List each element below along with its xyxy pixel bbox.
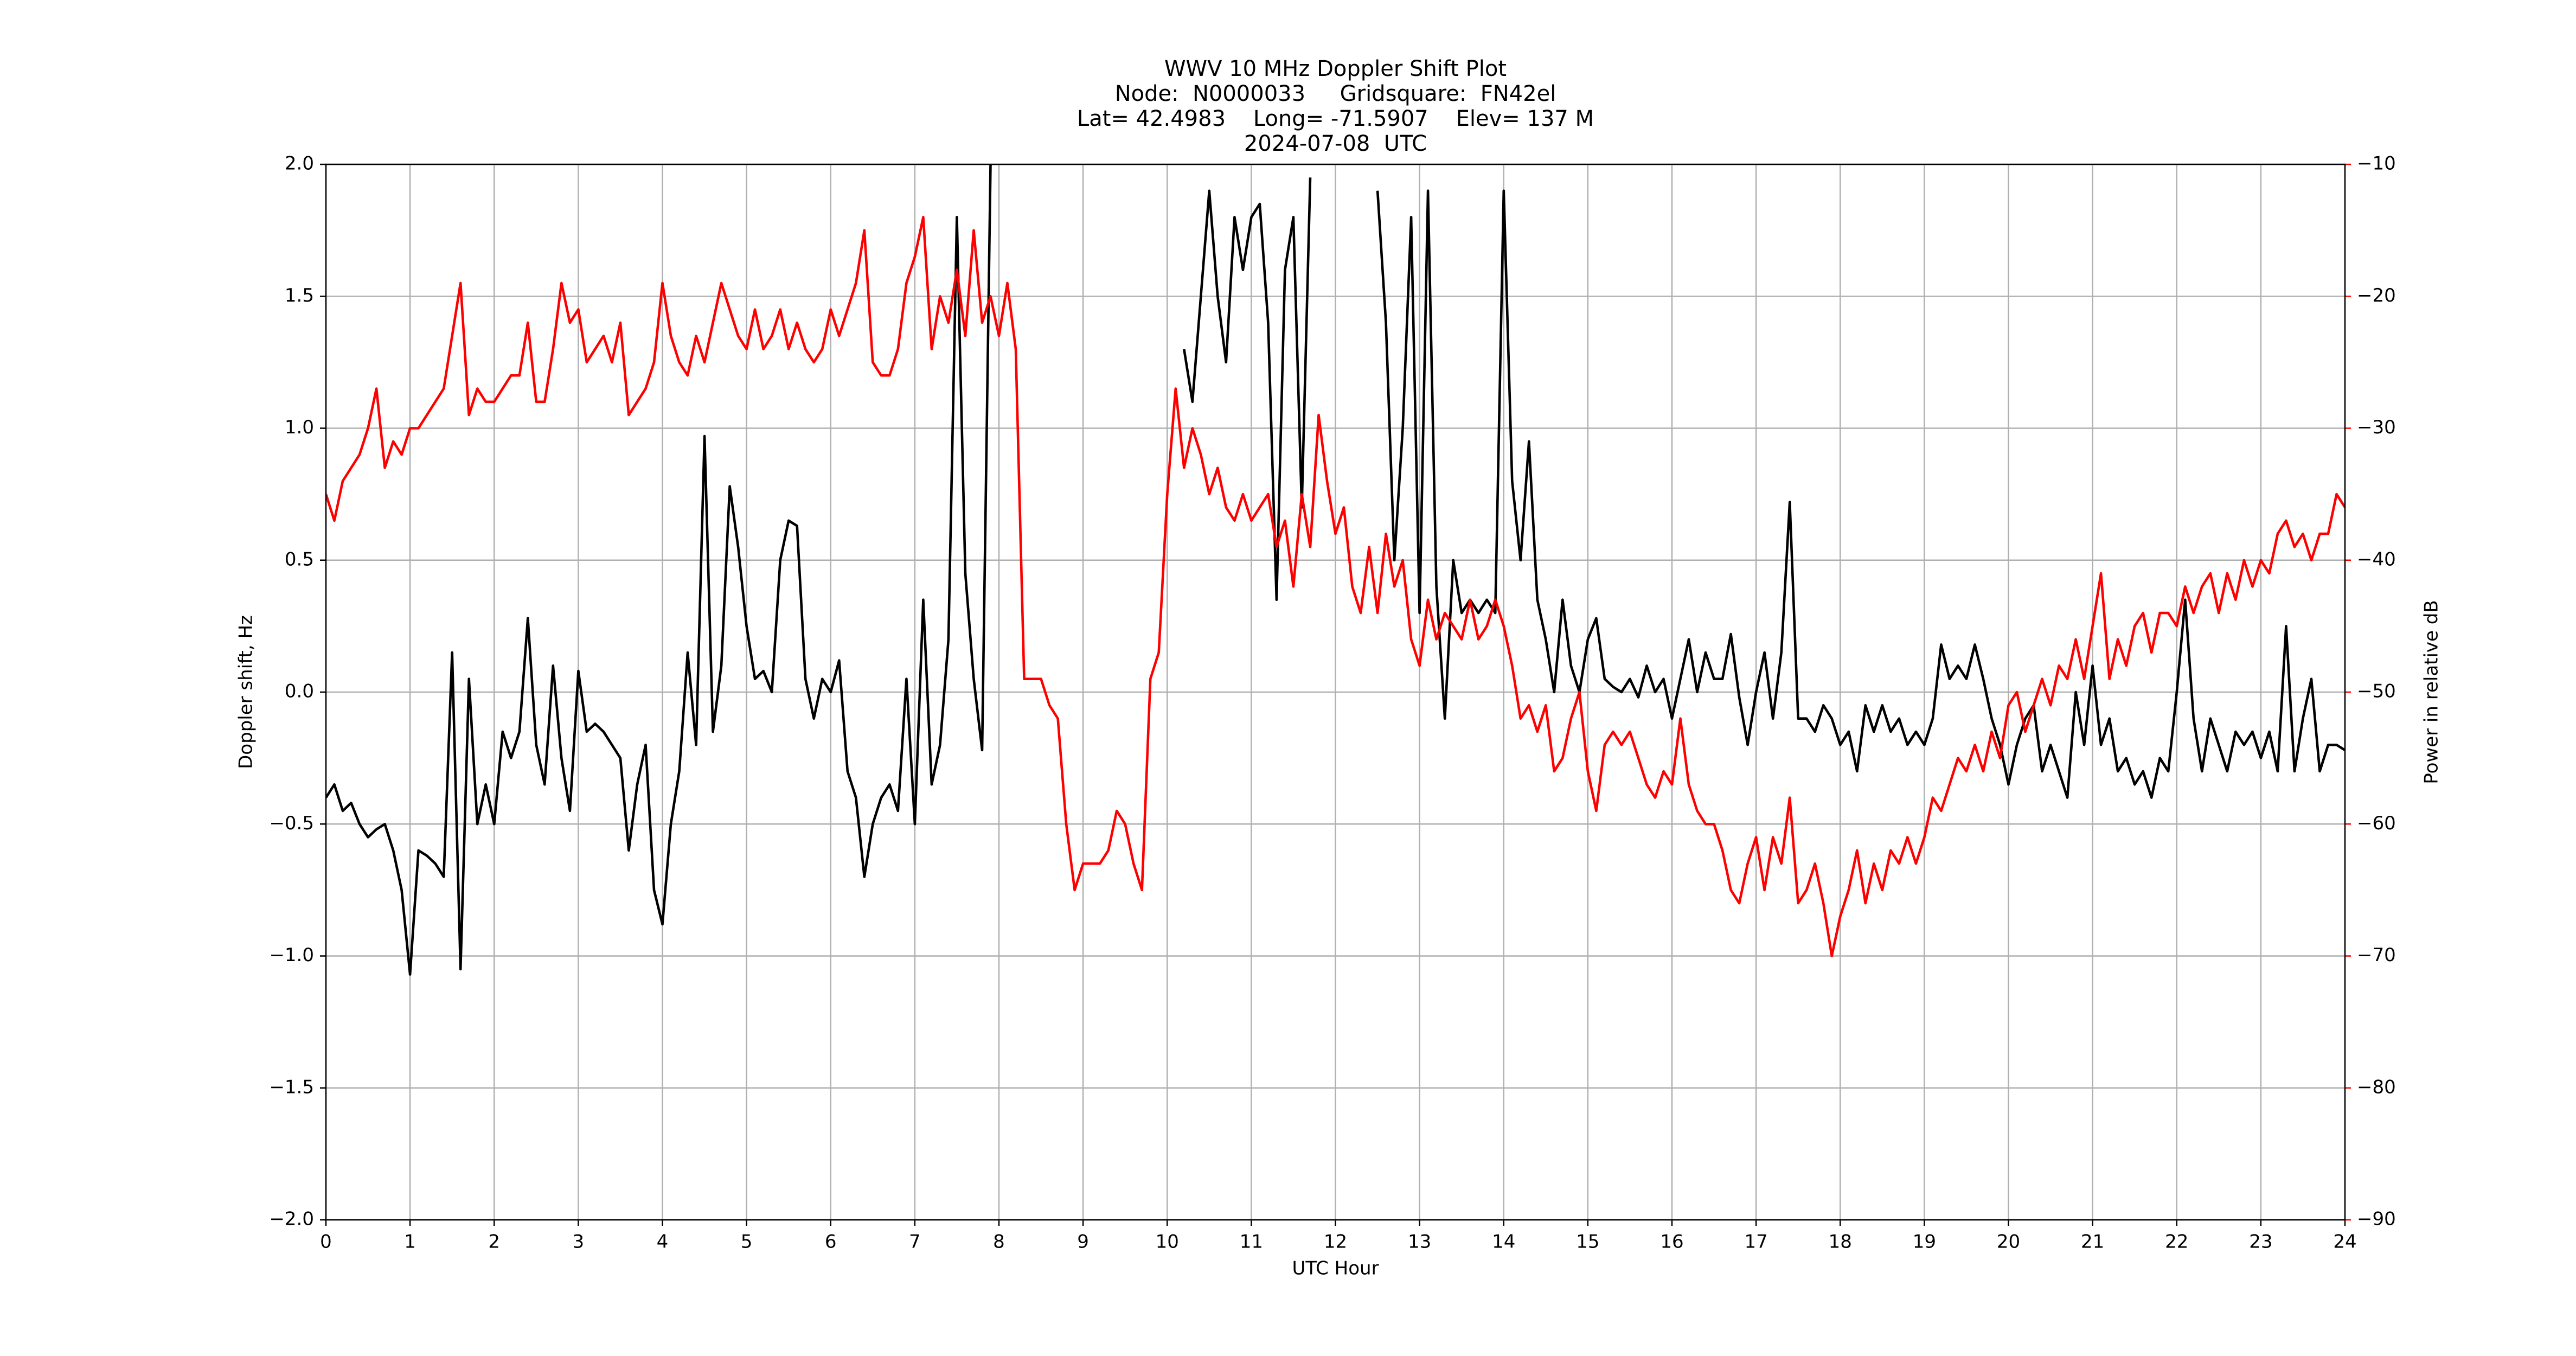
- x-tick-label: 12: [1324, 1231, 1347, 1253]
- y-tick-label: −2.0: [269, 1208, 314, 1230]
- x-tick-label: 11: [1240, 1231, 1263, 1253]
- x-axis-label: UTC Hour: [1292, 1258, 1379, 1280]
- x-tick-label: 24: [2333, 1231, 2356, 1253]
- y2-tick-label: −50: [2357, 681, 2396, 702]
- x-tick-label: 21: [2081, 1231, 2104, 1253]
- x-tick-label: 6: [825, 1231, 837, 1253]
- x-tick-label: 15: [1576, 1231, 1599, 1253]
- x-tick-label: 5: [741, 1231, 753, 1253]
- chart-title: Lat= 42.4983 Long= -71.5907 Elev= 137 M: [1077, 106, 1594, 131]
- y2-tick-label: −30: [2357, 417, 2396, 438]
- y-tick-label: −0.5: [269, 813, 314, 834]
- plot-area: [326, 164, 2345, 976]
- x-tick-label: 4: [657, 1231, 669, 1253]
- y2-tick-label: −70: [2357, 944, 2396, 966]
- x-tick-label: 1: [404, 1231, 416, 1253]
- x-tick-label: 0: [320, 1231, 332, 1253]
- y2-tick-label: −60: [2357, 813, 2396, 834]
- y-tick-label: 0.0: [285, 681, 314, 702]
- data-line: [326, 216, 2345, 957]
- x-tick-label: 18: [1829, 1231, 1852, 1253]
- x-tick-label: 19: [1913, 1231, 1936, 1253]
- chart-title: 2024-07-08 UTC: [1244, 131, 1427, 156]
- chart-title: WWV 10 MHz Doppler Shift Plot: [1164, 56, 1507, 81]
- x-tick-label: 8: [993, 1231, 1005, 1253]
- y2-tick-label: −20: [2357, 285, 2396, 306]
- x-tick-label: 16: [1660, 1231, 1683, 1253]
- y2-axis-label: Power in relative dB: [2421, 600, 2443, 784]
- x-tick-label: 7: [909, 1231, 921, 1253]
- y2-tick-label: −90: [2357, 1208, 2396, 1230]
- y2-tick-label: −80: [2357, 1076, 2396, 1098]
- x-tick-label: 13: [1408, 1231, 1431, 1253]
- x-tick-label: 14: [1492, 1231, 1515, 1253]
- x-tick-label: 20: [1997, 1231, 2020, 1253]
- y-tick-label: 1.0: [285, 417, 314, 438]
- y-tick-label: −1.5: [269, 1076, 314, 1098]
- x-tick-label: 23: [2249, 1231, 2272, 1253]
- y-tick-label: 2.0: [285, 153, 314, 175]
- y2-tick-label: −40: [2357, 548, 2396, 570]
- x-tick-label: 3: [573, 1231, 585, 1253]
- plot-frame: [325, 163, 2346, 1221]
- y-tick-label: 1.5: [285, 285, 314, 306]
- data-line: [326, 164, 2345, 976]
- x-tick-label: 2: [488, 1231, 500, 1253]
- x-tick-label: 9: [1077, 1231, 1089, 1253]
- y-tick-label: 0.5: [285, 548, 314, 570]
- x-tick-label: 17: [1744, 1231, 1767, 1253]
- x-tick-label: 10: [1156, 1231, 1179, 1253]
- chart-title: Node: N0000033 Gridsquare: FN42el: [1115, 81, 1556, 106]
- x-tick-label: 22: [2165, 1231, 2188, 1253]
- y-tick-label: −1.0: [269, 944, 314, 966]
- y-axis-label: Doppler shift, Hz: [235, 615, 257, 769]
- y2-tick-label: −10: [2357, 153, 2396, 175]
